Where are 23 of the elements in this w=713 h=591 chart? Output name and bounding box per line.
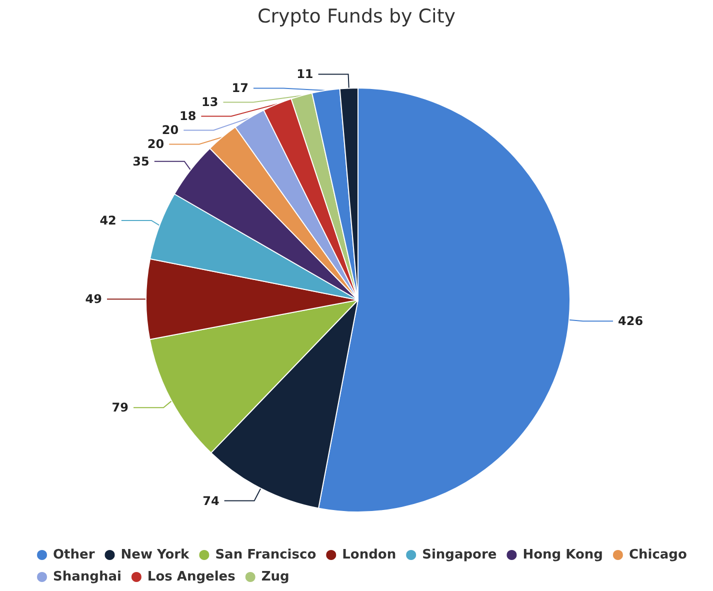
data-label: 49 (85, 292, 102, 306)
data-label: 11 (296, 67, 314, 82)
data-label: 20 (162, 123, 179, 138)
legend-label: Chicago (628, 548, 687, 562)
data-label: 13 (202, 95, 218, 110)
legend-label: London (342, 548, 396, 562)
legend-label: Los Angeles (147, 570, 236, 584)
legend-label: San Francisco (215, 548, 316, 562)
legend-label: Hong Kong (522, 548, 603, 562)
data-label: 20 (147, 137, 164, 152)
legend-label: Singapore (422, 548, 497, 562)
legend-label: New York (120, 548, 190, 562)
legend-label: Shanghai (53, 570, 122, 584)
data-label: 74 (202, 494, 220, 508)
data-label: 426 (618, 314, 644, 328)
chart-title: Crypto Funds by City (257, 6, 456, 28)
data-label: 79 (112, 400, 128, 415)
legend-label: Other (53, 548, 96, 562)
data-label: 17 (232, 81, 248, 96)
data-label: 18 (179, 109, 196, 124)
data-label: 35 (132, 154, 150, 168)
legend-label: Zug (261, 570, 290, 584)
data-label: 42 (100, 213, 116, 228)
